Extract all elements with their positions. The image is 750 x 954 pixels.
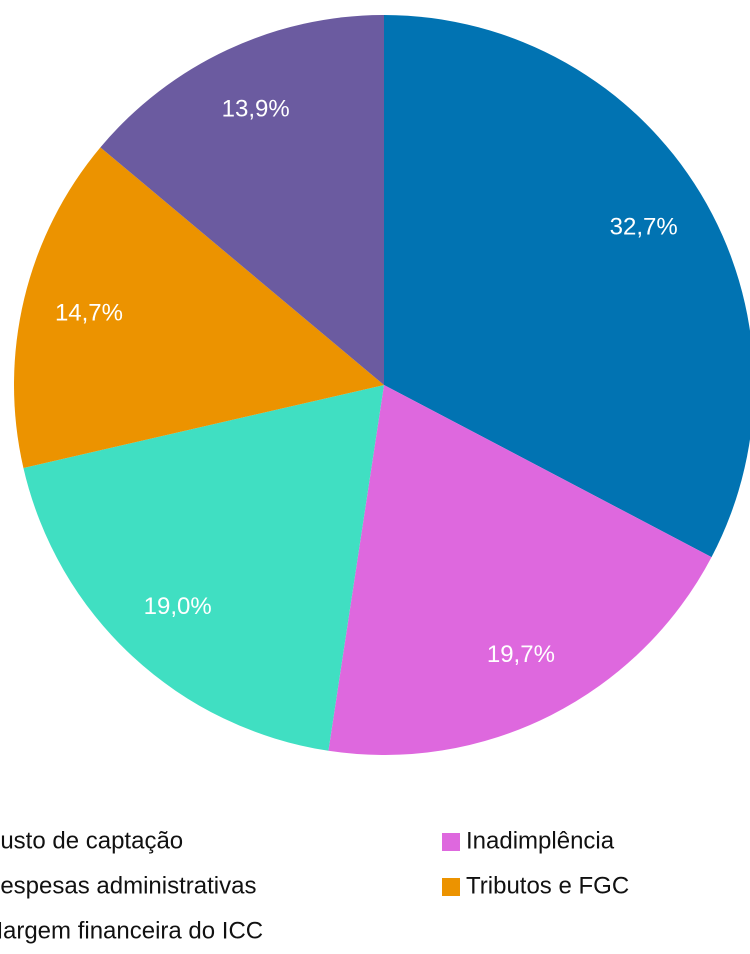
legend-swatch [442, 833, 460, 851]
legend-swatch [442, 878, 460, 896]
slice-label: 19,0% [144, 593, 212, 620]
slice-label: 19,7% [487, 641, 555, 668]
legend-label: Custo de captação [0, 827, 183, 854]
legend-label: Inadimplência [466, 827, 615, 854]
legend-label: Despesas administrativas [0, 872, 256, 899]
slice-label: 32,7% [610, 213, 678, 240]
pie-slice [13, 147, 384, 468]
slice-label: 14,7% [55, 300, 123, 327]
pie-slice [100, 15, 385, 385]
pie-slice [384, 15, 750, 558]
legend-label: Margem financeira do ICC [0, 917, 263, 944]
pie-slice [328, 385, 712, 755]
pie-slice [23, 385, 385, 751]
legend-label: Tributos e FGC [466, 872, 629, 899]
slice-label: 13,9% [222, 95, 290, 122]
